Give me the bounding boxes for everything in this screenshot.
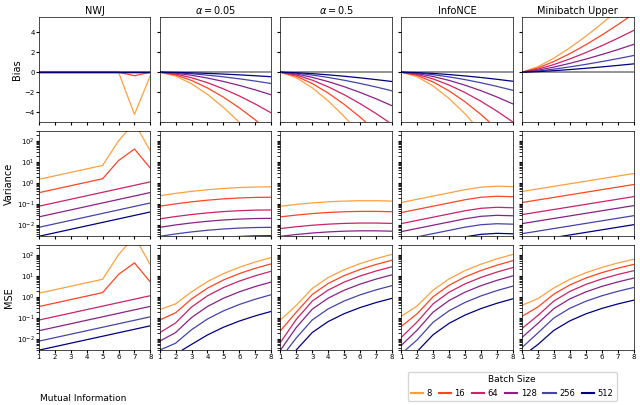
- Y-axis label: Variance: Variance: [4, 162, 14, 205]
- Title: NWJ: NWJ: [84, 6, 104, 16]
- Y-axis label: MSE: MSE: [4, 287, 14, 308]
- Text: Mutual Information: Mutual Information: [40, 394, 126, 403]
- Y-axis label: Bias: Bias: [12, 60, 22, 80]
- Title: $\alpha=0.05$: $\alpha=0.05$: [195, 4, 236, 16]
- Title: Minibatch Upper: Minibatch Upper: [538, 6, 618, 16]
- Title: $\alpha=0.5$: $\alpha=0.5$: [319, 4, 354, 16]
- Title: InfoNCE: InfoNCE: [438, 6, 476, 16]
- Legend: 8, 16, 64, 128, 256, 512: 8, 16, 64, 128, 256, 512: [408, 372, 616, 401]
